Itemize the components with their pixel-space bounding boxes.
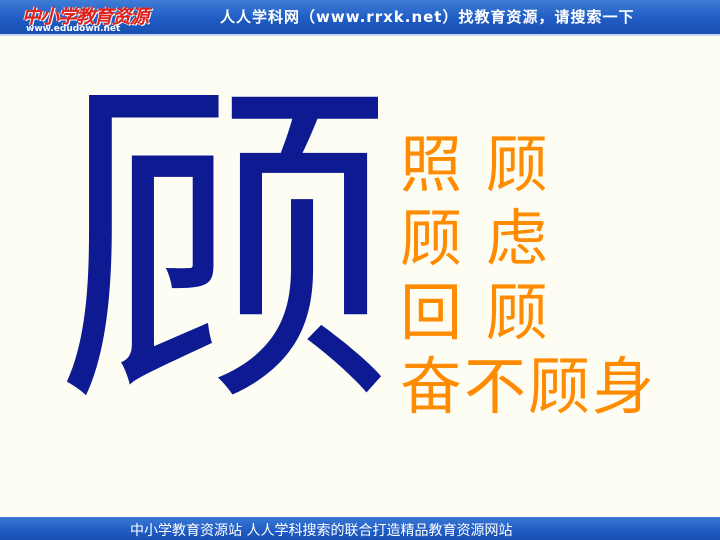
word-item: 顾 虑 xyxy=(400,202,550,275)
site-logo[interactable]: 中小学教育资源 www.edudown.net xyxy=(0,0,150,36)
header-bar: 中小学教育资源 www.edudown.net 人人学科网（www.rrxk.n… xyxy=(0,0,720,36)
footer-text: 中小学教育资源站 人人学科搜索的联合打造精品教育资源网站 xyxy=(130,523,513,539)
word-item: 奋不顾身 xyxy=(400,350,657,423)
logo-text: 中小学教育资源 xyxy=(22,6,149,28)
word-item: 照 顾 xyxy=(400,128,550,201)
footer-bar: 中小学教育资源站 人人学科搜索的联合打造精品教育资源网站 xyxy=(0,517,720,540)
header-slogan: 人人学科网（www.rrxk.net）找教育资源，请搜索一下 xyxy=(220,8,635,26)
word-list: 照 顾 顾 虑 回 顾 奋不顾身 xyxy=(400,128,656,424)
main-character: 顾 xyxy=(55,52,395,448)
logo-url: www.edudown.net xyxy=(26,24,121,34)
word-item: 回 顾 xyxy=(400,276,550,349)
